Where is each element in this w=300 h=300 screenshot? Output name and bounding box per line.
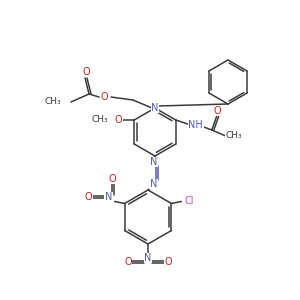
Text: Cl: Cl — [184, 196, 194, 206]
Text: N: N — [105, 193, 112, 202]
Text: O: O — [109, 173, 116, 184]
Text: O: O — [85, 191, 92, 202]
Text: O: O — [214, 106, 222, 116]
Text: N: N — [144, 253, 152, 263]
Text: O: O — [82, 67, 90, 77]
Text: CH₃: CH₃ — [226, 131, 242, 140]
Text: NH: NH — [188, 120, 203, 130]
Text: N: N — [150, 157, 157, 167]
Text: CH₃: CH₃ — [44, 98, 61, 106]
Text: N: N — [150, 179, 157, 189]
Text: O: O — [114, 115, 122, 125]
Text: O: O — [164, 257, 172, 267]
Text: N: N — [151, 103, 159, 113]
Text: CH₃: CH₃ — [92, 116, 108, 124]
Text: O: O — [124, 257, 132, 267]
Text: O: O — [100, 92, 108, 102]
